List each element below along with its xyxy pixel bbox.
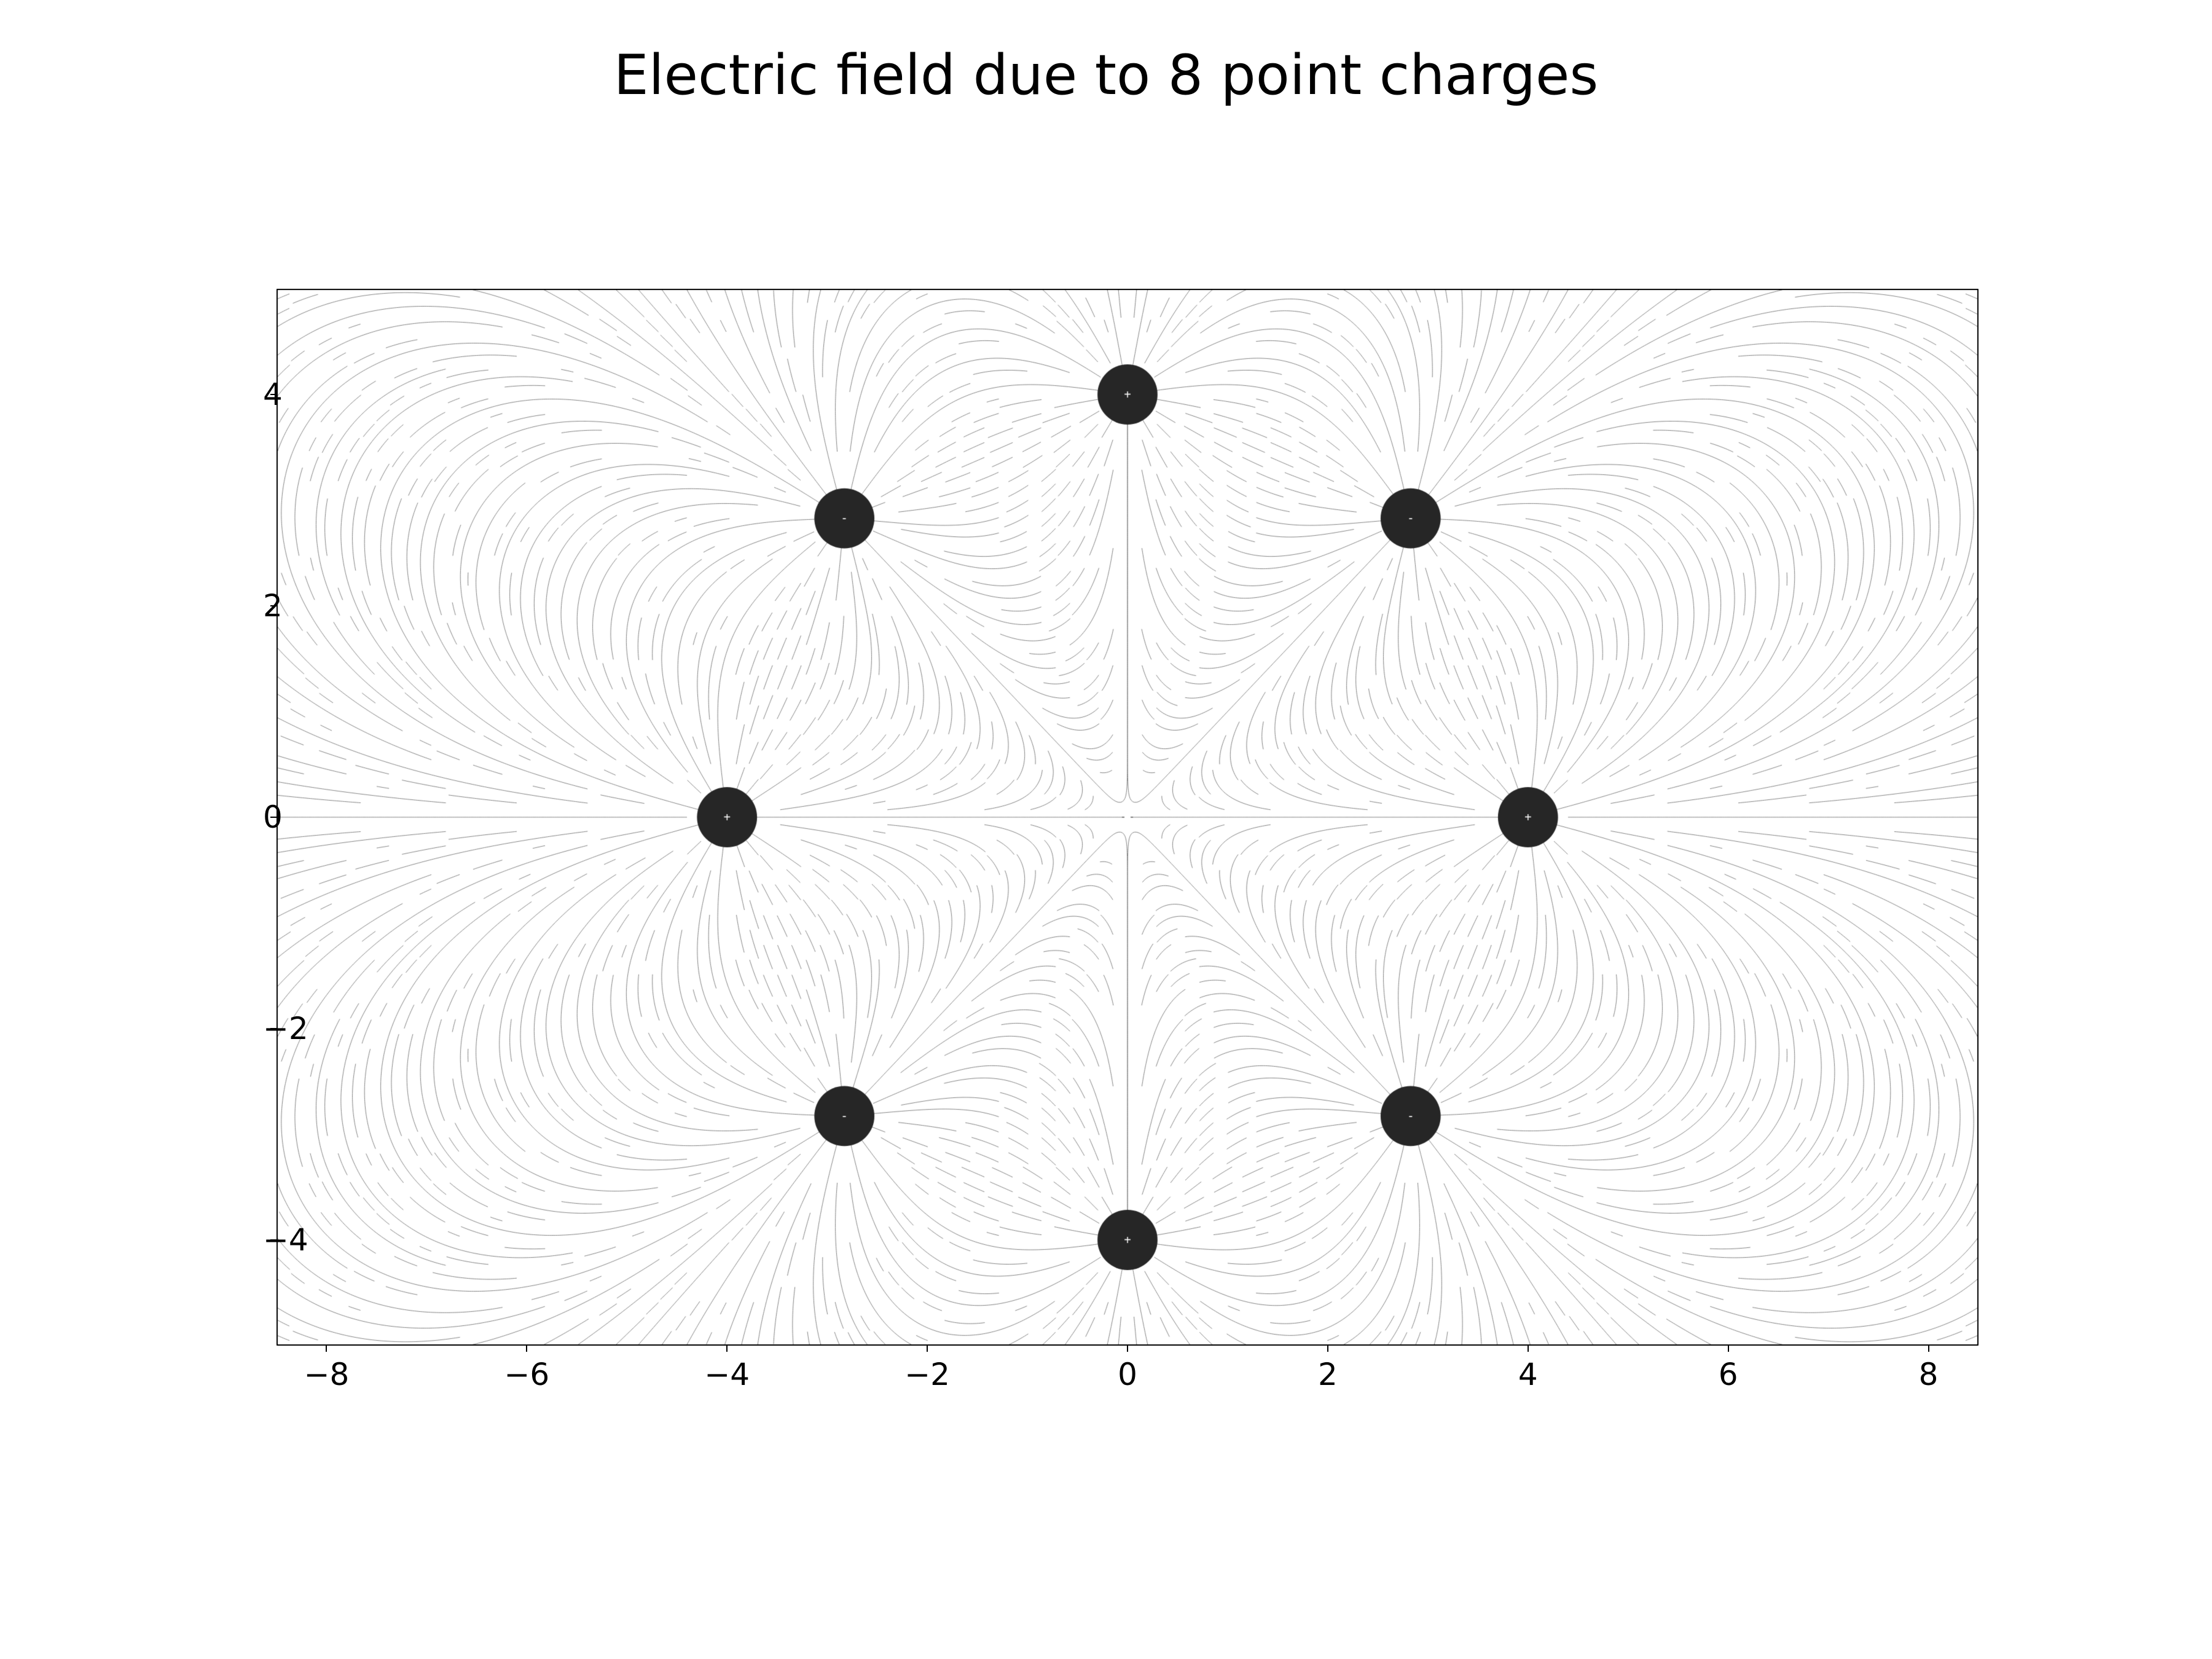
x-tick-label: 8 <box>1919 1357 1939 1392</box>
x-tick-label: 6 <box>1719 1357 1738 1392</box>
tick-mark <box>326 1346 327 1352</box>
tick-mark <box>526 1346 527 1352</box>
plot-area: −8−6−4−202468−4−2024 <box>276 289 1979 1346</box>
tick-mark <box>1127 1346 1128 1352</box>
tick-mark <box>1928 1346 1929 1352</box>
x-tick-label: 4 <box>1518 1357 1538 1392</box>
x-tick-label: 2 <box>1318 1357 1338 1392</box>
x-tick-label: −8 <box>304 1357 350 1392</box>
tick-mark <box>1728 1346 1729 1352</box>
chart-title: Electric field due to 8 point charges <box>0 43 2212 108</box>
x-tick-label: −4 <box>704 1357 750 1392</box>
tick-mark <box>726 1346 728 1352</box>
tick-mark <box>1327 1346 1328 1352</box>
streamplot-canvas <box>276 289 1979 1346</box>
x-tick-label: −6 <box>504 1357 549 1392</box>
tick-mark <box>927 1346 928 1352</box>
x-tick-label: −2 <box>904 1357 950 1392</box>
x-tick-label: 0 <box>1118 1357 1137 1392</box>
figure: Electric field due to 8 point charges −8… <box>0 0 2212 1659</box>
tick-mark <box>1528 1346 1529 1352</box>
